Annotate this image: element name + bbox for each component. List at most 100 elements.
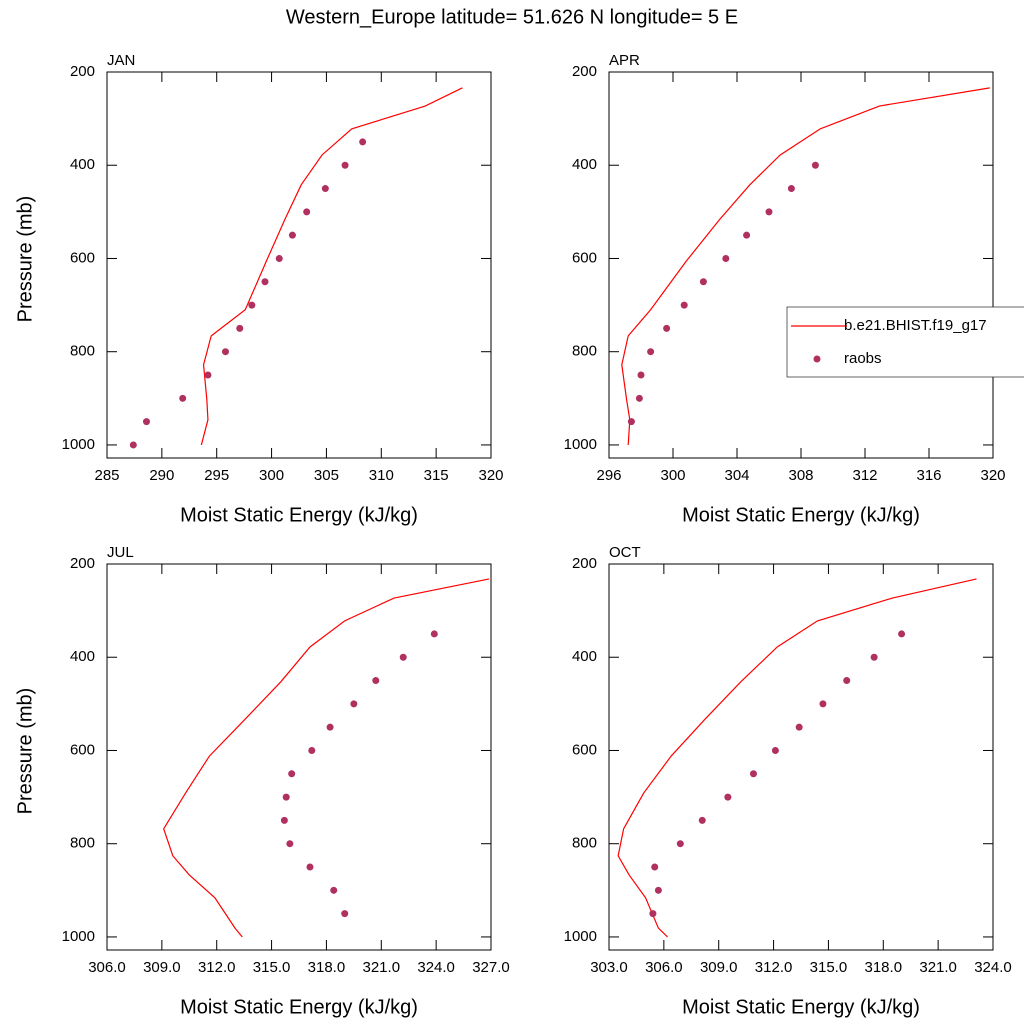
raob-point [637, 371, 645, 379]
x-tick-label: 320 [980, 467, 1005, 484]
y-tick-label: 400 [572, 156, 597, 173]
y-tick-label: 800 [572, 343, 597, 360]
raob-point [306, 863, 314, 871]
x-tick-label: 315.0 [253, 959, 291, 976]
y-axis-label: Pressure (mb) [14, 196, 36, 323]
panel-title: JAN [107, 52, 135, 69]
raob-point [699, 278, 707, 286]
raob-point [330, 886, 338, 894]
raob-point [326, 723, 334, 731]
y-tick-label: 800 [70, 835, 95, 852]
y-tick-label: 800 [70, 343, 95, 360]
y-tick-label: 600 [70, 741, 95, 758]
raob-point [765, 208, 773, 216]
y-tick-label: 400 [572, 648, 597, 665]
x-tick-label: 300 [660, 467, 685, 484]
raob-point [236, 324, 244, 332]
y-tick-label: 600 [572, 741, 597, 758]
raob-point [680, 301, 688, 309]
x-tick-label: 306.0 [645, 959, 683, 976]
x-tick-label: 303.0 [590, 959, 628, 976]
raob-point [698, 816, 706, 824]
panel-title: JUL [107, 544, 134, 561]
x-tick-label: 296 [596, 467, 621, 484]
x-tick-label: 316 [916, 467, 941, 484]
raob-point [275, 254, 283, 262]
model-line [621, 87, 990, 445]
x-tick-label: 324.0 [417, 959, 455, 976]
x-tick-label: 304 [724, 467, 749, 484]
raob-point [663, 324, 671, 332]
raob-point [819, 700, 827, 708]
x-tick-label: 321.0 [919, 959, 957, 976]
raob-point [676, 840, 684, 848]
x-tick-label: 290 [149, 467, 174, 484]
y-tick-label: 600 [70, 249, 95, 266]
x-tick-label: 309.0 [700, 959, 738, 976]
raob-point [771, 746, 779, 754]
x-tick-label: 308 [788, 467, 813, 484]
figure-title: Western_Europe latitude= 51.626 N longit… [286, 6, 738, 28]
x-tick-label: 318.0 [308, 959, 346, 976]
raob-point [248, 301, 256, 309]
x-tick-label: 305 [314, 467, 339, 484]
model-line [163, 578, 490, 938]
y-tick-label: 1000 [62, 436, 95, 453]
raob-point [627, 418, 635, 426]
raob-point [724, 793, 732, 801]
raob-point [430, 630, 438, 638]
y-tick-label: 800 [572, 835, 597, 852]
y-tick-label: 1000 [62, 928, 95, 945]
x-tick-label: 300 [259, 467, 284, 484]
plot-frame [106, 71, 492, 459]
raob-point [221, 348, 229, 356]
raob-point [649, 910, 657, 918]
raob-point [811, 161, 819, 169]
y-tick-label: 1000 [564, 436, 597, 453]
x-tick-label: 312.0 [198, 959, 236, 976]
raob-point [280, 816, 288, 824]
raob-point [288, 231, 296, 239]
raob-point [308, 746, 316, 754]
raob-point [898, 630, 906, 638]
raob-point [179, 394, 187, 402]
raob-point [722, 254, 730, 262]
x-tick-label: 309.0 [143, 959, 181, 976]
raob-point [282, 793, 290, 801]
raob-point [341, 161, 349, 169]
panel-title: OCT [609, 544, 641, 561]
raob-point [303, 208, 311, 216]
legend-label: b.e21.BHIST.f19_g17 [844, 317, 987, 334]
x-tick-label: 321.0 [363, 959, 401, 976]
raob-point [321, 185, 329, 193]
legend-box [786, 306, 1024, 378]
plot-frame [106, 563, 492, 951]
raob-point [399, 653, 407, 661]
plot-frame [608, 71, 994, 459]
x-tick-label: 324.0 [974, 959, 1012, 976]
raob-point [359, 138, 367, 146]
x-tick-label: 315.0 [810, 959, 848, 976]
raob-point [286, 840, 294, 848]
panel-title: APR [609, 52, 640, 69]
x-tick-label: 318.0 [865, 959, 903, 976]
y-axis-label: Pressure (mb) [14, 688, 36, 815]
y-tick-label: 400 [70, 156, 95, 173]
x-tick-label: 312 [852, 467, 877, 484]
x-tick-label: 315 [424, 467, 449, 484]
plot-frame [608, 563, 994, 951]
x-axis-label: Moist Static Energy (kJ/kg) [180, 996, 418, 1018]
raob-point [654, 886, 662, 894]
x-tick-label: 285 [94, 467, 119, 484]
raob-point [743, 231, 751, 239]
raob-point [647, 348, 655, 356]
y-tick-label: 200 [70, 63, 95, 80]
x-tick-label: 306.0 [88, 959, 126, 976]
y-tick-label: 200 [572, 555, 597, 572]
legend-marker [813, 355, 821, 363]
raob-point [635, 394, 643, 402]
raob-point [142, 418, 150, 426]
x-tick-label: 295 [204, 467, 229, 484]
